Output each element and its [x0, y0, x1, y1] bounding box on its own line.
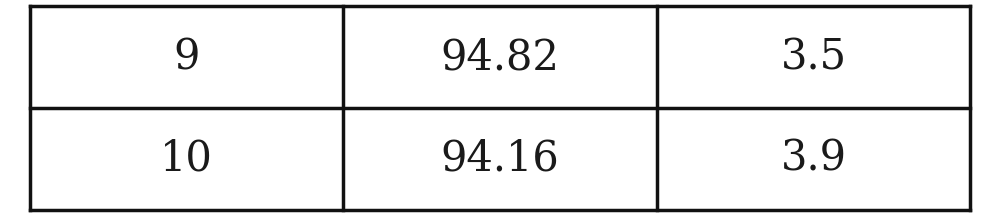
Text: 94.82: 94.82 — [440, 36, 560, 78]
Text: 9: 9 — [173, 36, 200, 78]
Text: 94.16: 94.16 — [441, 138, 559, 180]
Text: 3.9: 3.9 — [780, 138, 846, 180]
Text: 10: 10 — [160, 138, 213, 180]
Text: 3.5: 3.5 — [780, 36, 847, 78]
